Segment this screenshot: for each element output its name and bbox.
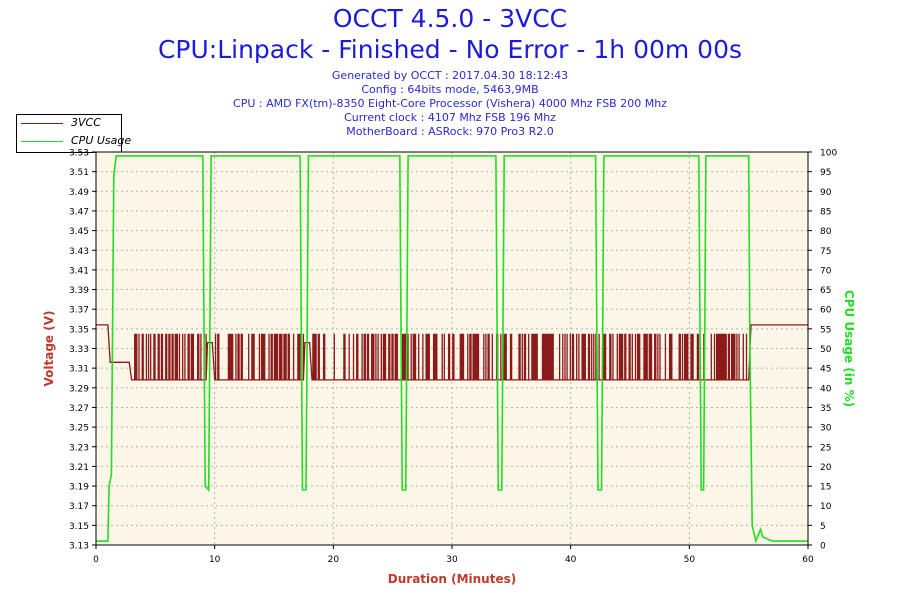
y-right-tick-label: 30	[820, 424, 832, 434]
y-left-tick-label: 3.23	[69, 443, 89, 453]
y-right-tick-label: 20	[820, 463, 832, 473]
x-tick-label: 0	[93, 555, 99, 565]
y-right-tick-label: 65	[820, 286, 831, 296]
y-left-tick-label: 3.15	[69, 522, 89, 532]
info-cpu: CPU : AMD FX(tm)-8350 Eight-Core Process…	[233, 97, 667, 110]
y-left-tick-label: 3.51	[69, 168, 89, 178]
chart-subtitle: CPU:Linpack - Finished - No Error - 1h 0…	[157, 35, 743, 64]
legend-item-3vcc: 3VCC	[17, 115, 121, 132]
x-tick-label: 30	[446, 555, 458, 565]
info-generated: Generated by OCCT : 2017.04.30 18:12:43	[331, 69, 569, 82]
y-left-tick-label: 3.49	[69, 188, 89, 198]
x-tick-label: 40	[565, 555, 577, 565]
y-left-tick-label: 3.33	[69, 345, 89, 355]
legend-item-cpu-usage: CPU Usage	[17, 133, 131, 150]
chart-title: OCCT 4.5.0 - 3VCC	[332, 4, 568, 33]
y-left-tick-label: 3.39	[69, 286, 89, 296]
y-right-axis-label: CPU Usage (in %)	[842, 290, 856, 407]
y-left-tick-label: 3.17	[69, 502, 89, 512]
y-right-tick-label: 80	[820, 227, 832, 237]
y-right-tick-label: 90	[820, 188, 832, 198]
y-left-tick-label: 3.19	[69, 483, 89, 493]
x-axis-label: Duration (Minutes)	[388, 572, 516, 586]
y-left-tick-label: 3.47	[69, 207, 89, 217]
y-right-tick-label: 75	[820, 247, 831, 257]
y-left-axis-label: Voltage (V)	[42, 311, 56, 387]
y-right-tick-label: 40	[820, 384, 832, 394]
chart-legend: 3VCC CPU Usage	[16, 114, 131, 153]
y-right-tick-label: 35	[820, 404, 831, 414]
series-3vcc-line	[96, 324, 808, 381]
y-left-tick-label: 3.37	[69, 306, 89, 316]
x-tick-label: 50	[684, 555, 696, 565]
y-right-tick-label: 5	[820, 522, 826, 532]
y-right-tick-label: 100	[820, 149, 837, 159]
legend-label-3vcc: 3VCC	[71, 116, 101, 129]
info-config: Config : 64bits mode, 5463,9MB	[361, 83, 539, 96]
x-tick-label: 20	[328, 555, 340, 565]
info-clock: Current clock : 4107 Mhz FSB 196 Mhz	[344, 111, 556, 124]
y-left-tick-label: 3.45	[69, 227, 89, 237]
legend-swatch-cpu-usage	[21, 141, 63, 142]
y-right-tick-label: 85	[820, 207, 831, 217]
y-right-tick-label: 95	[820, 168, 831, 178]
y-left-tick-label: 3.29	[69, 384, 89, 394]
y-left-tick-label: 3.27	[69, 404, 89, 414]
legend-swatch-3vcc	[21, 123, 63, 124]
y-right-tick-label: 70	[820, 266, 832, 276]
y-left-tick-label: 3.25	[69, 424, 89, 434]
y-right-tick-label: 0	[820, 542, 826, 552]
y-left-tick-label: 3.41	[69, 266, 89, 276]
y-right-tick-label: 15	[820, 483, 831, 493]
y-right-tick-label: 25	[820, 443, 831, 453]
y-right-tick-label: 10	[820, 502, 832, 512]
y-left-tick-label: 3.21	[69, 463, 89, 473]
x-tick-label: 10	[209, 555, 221, 565]
y-left-tick-label: 3.13	[69, 542, 89, 552]
info-motherboard: MotherBoard : ASRock: 970 Pro3 R2.0	[346, 125, 554, 138]
plot-frame	[95, 151, 809, 546]
y-left-tick-label: 3.35	[69, 325, 89, 335]
x-tick-label: 60	[802, 555, 814, 565]
y-right-tick-label: 50	[820, 345, 832, 355]
y-left-tick-label: 3.43	[69, 247, 89, 257]
y-right-tick-label: 60	[820, 306, 832, 316]
series-cpu-usage-line	[96, 155, 808, 544]
legend-label-cpu-usage: CPU Usage	[71, 134, 132, 147]
y-left-tick-label: 3.31	[69, 365, 89, 375]
y-right-tick-label: 45	[820, 365, 831, 375]
y-left-tick-label: 3.53	[69, 149, 89, 159]
y-right-tick-label: 55	[820, 325, 831, 335]
